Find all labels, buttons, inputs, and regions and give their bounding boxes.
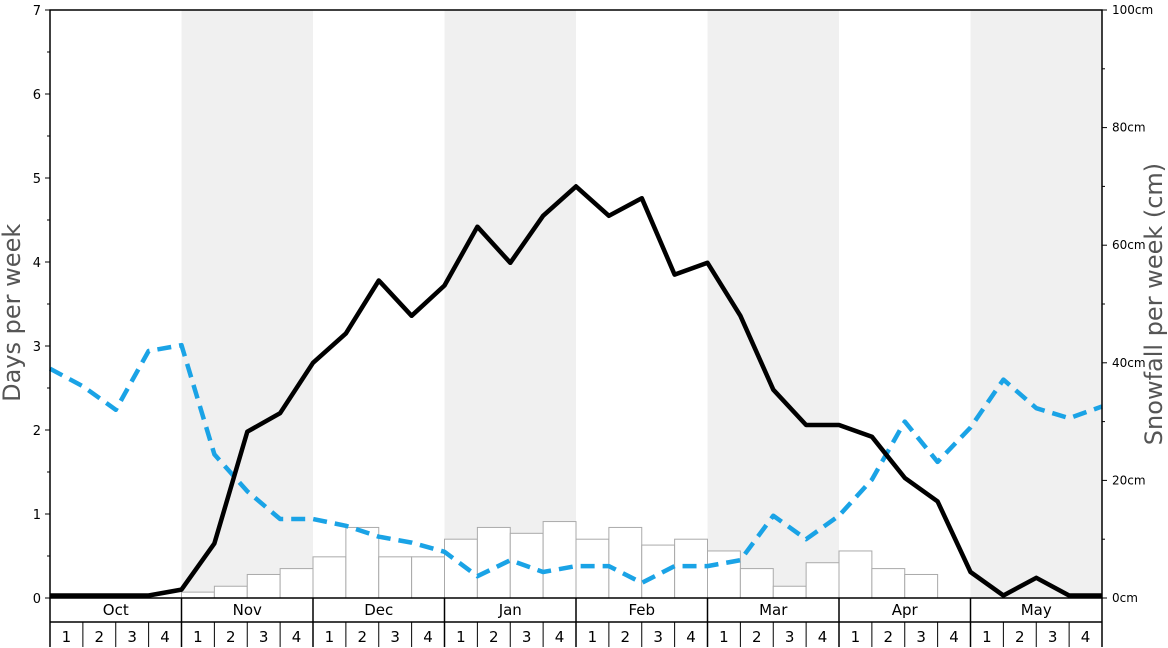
month-label-feb: Feb bbox=[628, 601, 655, 619]
left-tick-label: 0 bbox=[33, 592, 41, 607]
week-label: 1 bbox=[62, 628, 72, 646]
left-tick-label: 4 bbox=[33, 256, 41, 271]
snow-bar bbox=[772, 585, 807, 599]
month-label-oct: Oct bbox=[103, 601, 129, 619]
right-axis: 0cm 20cm 40cm 60cm 80cm 100cm bbox=[1102, 3, 1153, 605]
week-label: 3 bbox=[1048, 628, 1058, 646]
week-label: 2 bbox=[489, 628, 499, 646]
snow-bar bbox=[312, 556, 347, 599]
snow-bar bbox=[641, 544, 676, 599]
week-label: 3 bbox=[785, 628, 795, 646]
chart-lines bbox=[48, 184, 1103, 598]
snow-bar bbox=[181, 591, 215, 599]
right-tick-label: 100cm bbox=[1112, 3, 1153, 17]
month-axis: Oct 1 2 3 4 Nov 1 2 3 4 Dec 1 2 3 4 Jan 1 2 3 4 Feb 1 2 3 4 Mar 1 2… bbox=[49, 598, 1103, 647]
week-label: 3 bbox=[259, 628, 269, 646]
week-label: 3 bbox=[522, 628, 532, 646]
week-label: 2 bbox=[884, 628, 894, 646]
snow-bar bbox=[246, 573, 281, 599]
shade-nov bbox=[181, 10, 313, 598]
week-label: 2 bbox=[226, 628, 236, 646]
snow-bar bbox=[279, 568, 314, 599]
right-tick-label: 40cm bbox=[1112, 356, 1146, 370]
week-label: 1 bbox=[588, 628, 598, 646]
month-label-nov: Nov bbox=[233, 601, 262, 619]
week-label: 1 bbox=[982, 628, 992, 646]
shade-may bbox=[970, 10, 1102, 598]
snow-bar bbox=[739, 568, 774, 599]
snow-bar bbox=[674, 538, 708, 599]
week-label: 3 bbox=[916, 628, 926, 646]
left-axis: 0 1 2 3 4 5 6 7 bbox=[33, 4, 50, 607]
month-label-mar: Mar bbox=[759, 601, 788, 619]
month-label-may: May bbox=[1021, 601, 1052, 619]
snow-bar bbox=[378, 556, 413, 599]
week-label: 4 bbox=[292, 628, 302, 646]
snow-bar bbox=[805, 562, 840, 599]
left-tick-label: 6 bbox=[33, 88, 41, 103]
week-label: 2 bbox=[1015, 628, 1025, 646]
snow-bar bbox=[838, 550, 873, 599]
left-tick-label: 1 bbox=[33, 508, 41, 523]
snow-bar bbox=[608, 526, 643, 599]
month-label-dec: Dec bbox=[364, 601, 393, 619]
shade-jan bbox=[444, 10, 576, 598]
shade-mar bbox=[707, 10, 839, 598]
week-label: 4 bbox=[1081, 628, 1091, 646]
month-label-apr: Apr bbox=[892, 601, 919, 619]
snow-bar bbox=[213, 585, 248, 599]
week-label: 3 bbox=[390, 628, 400, 646]
left-tick-label: 3 bbox=[33, 340, 41, 355]
week-label: 1 bbox=[325, 628, 335, 646]
week-label: 2 bbox=[752, 628, 762, 646]
snow-bar bbox=[411, 556, 445, 599]
week-label: 3 bbox=[653, 628, 663, 646]
week-label: 4 bbox=[160, 628, 170, 646]
snow-bar bbox=[871, 568, 906, 599]
week-label: 4 bbox=[423, 628, 433, 646]
left-axis-title: Days per week bbox=[0, 224, 26, 402]
week-label: 4 bbox=[555, 628, 565, 646]
solid-series-line bbox=[50, 184, 1102, 598]
week-label: 1 bbox=[456, 628, 466, 646]
snow-bar bbox=[444, 538, 478, 599]
left-tick-label: 7 bbox=[33, 4, 41, 19]
week-label: 4 bbox=[818, 628, 828, 646]
snow-bar bbox=[542, 521, 577, 599]
week-label: 3 bbox=[127, 628, 137, 646]
week-label: 2 bbox=[621, 628, 631, 646]
week-label: 2 bbox=[95, 628, 105, 646]
week-label: 1 bbox=[719, 628, 729, 646]
week-label: 1 bbox=[851, 628, 861, 646]
snow-bar bbox=[575, 538, 610, 599]
dashed-series-line bbox=[48, 342, 1103, 586]
left-tick-label: 2 bbox=[33, 424, 41, 439]
week-label: 2 bbox=[358, 628, 368, 646]
right-tick-label: 60cm bbox=[1112, 238, 1146, 252]
week-label: 4 bbox=[686, 628, 696, 646]
snow-bar bbox=[904, 573, 939, 599]
snow-bar bbox=[707, 550, 741, 599]
right-tick-label: 0cm bbox=[1112, 591, 1138, 605]
right-tick-label: 80cm bbox=[1112, 121, 1146, 135]
week-label: 4 bbox=[949, 628, 959, 646]
right-tick-label: 20cm bbox=[1112, 473, 1146, 487]
right-axis-title: Snowfall per week (cm) bbox=[1140, 163, 1168, 445]
left-tick-label: 5 bbox=[33, 172, 41, 187]
snowfall-bars bbox=[181, 521, 939, 599]
week-label: 1 bbox=[193, 628, 203, 646]
month-shading bbox=[181, 10, 1102, 598]
snow-bar bbox=[345, 526, 380, 599]
month-label-jan: Jan bbox=[498, 601, 522, 619]
